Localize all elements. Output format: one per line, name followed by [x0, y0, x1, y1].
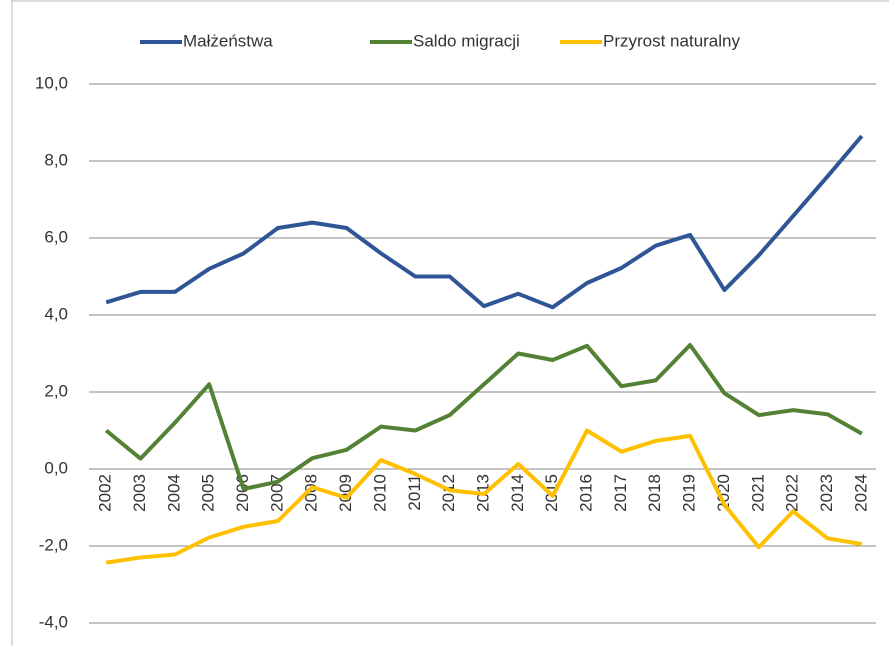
x-tick-label: 2021 [748, 474, 767, 512]
x-tick-label: 2016 [577, 474, 596, 512]
line-series [104, 343, 863, 491]
x-tick-label: 2002 [96, 474, 115, 512]
x-tick-label: 2024 [851, 474, 870, 512]
x-tick-label: 2005 [199, 474, 218, 512]
x-tick-label: 2010 [370, 474, 389, 512]
x-tick-label: 2020 [714, 474, 733, 512]
x-tick-label: 2017 [611, 474, 630, 512]
y-tick-label: 0,0 [44, 458, 68, 477]
x-tick-label: 2004 [164, 474, 183, 512]
y-tick-label: -4,0 [39, 612, 68, 631]
x-tick-label: 2012 [439, 474, 458, 512]
x-tick-label: 2011 [405, 474, 424, 511]
line-series [105, 134, 864, 310]
y-tick-label: 4,0 [44, 304, 68, 323]
y-tick-label: 6,0 [44, 227, 68, 246]
x-tick-label: 2023 [817, 474, 836, 512]
x-tick-label: 2009 [336, 474, 355, 512]
y-tick-label: 2,0 [44, 381, 68, 400]
line-series [105, 428, 863, 565]
x-tick-label: 2008 [302, 474, 321, 512]
x-tick-label: 2003 [130, 474, 149, 512]
legend-label: Małżeństwa [183, 31, 273, 50]
x-tick-label: 2022 [783, 474, 802, 512]
y-tick-label: 8,0 [44, 150, 68, 169]
legend-label: Saldo migracji [413, 31, 520, 50]
legend-label: Przyrost naturalny [603, 31, 740, 50]
x-tick-label: 2018 [645, 474, 664, 512]
y-tick-label: -2,0 [39, 535, 68, 554]
x-tick-label: 2006 [233, 474, 252, 512]
y-tick-label: 10,0 [35, 73, 68, 92]
x-tick-label: 2019 [680, 474, 699, 512]
x-tick-label: 2014 [508, 474, 527, 512]
